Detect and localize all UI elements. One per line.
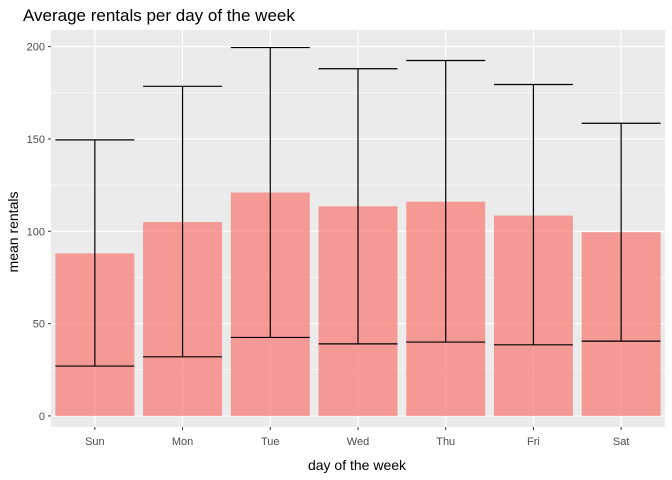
errorbar-thu [406, 59, 486, 343]
errorbar-sun [55, 139, 135, 367]
chart-title: Average rentals per day of the week [23, 6, 295, 25]
errorbar-wed [318, 68, 398, 345]
x-axis: Sun Mon Tue Wed Thu Fri Sat [85, 427, 629, 448]
error-bars [55, 46, 661, 367]
y-tick-label: 50 [33, 319, 45, 331]
x-tick-label: Thu [436, 436, 455, 448]
x-tick-label: Wed [347, 436, 369, 448]
y-axis: 0 50 100 150 200 [27, 42, 51, 423]
x-tick-label: Sat [613, 436, 630, 448]
errorbar-mon [143, 85, 223, 358]
x-tick-label: Sun [85, 436, 105, 448]
y-tick-label: 150 [27, 134, 45, 146]
x-tick-label: Fri [527, 436, 540, 448]
errorbar-tue [230, 46, 310, 339]
y-tick-label: 100 [27, 226, 45, 238]
y-tick-label: 0 [39, 411, 45, 423]
y-axis-title: mean rentals [5, 192, 21, 273]
y-tick-label: 200 [27, 42, 45, 54]
errorbar-sat [581, 122, 661, 342]
x-tick-label: Mon [172, 436, 193, 448]
errorbar-fri [493, 83, 573, 346]
x-tick-label: Tue [261, 436, 280, 448]
x-axis-title: day of the week [308, 457, 407, 473]
